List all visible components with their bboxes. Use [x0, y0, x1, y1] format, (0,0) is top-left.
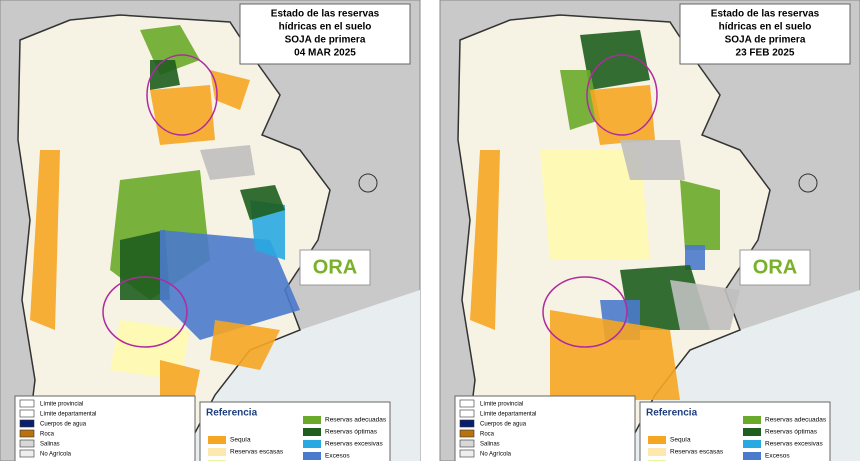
- legend-swatch: [208, 436, 226, 444]
- title-line: Estado de las reservas: [271, 9, 380, 20]
- legend-label: Roca: [40, 432, 55, 438]
- legend-swatch: [743, 416, 761, 424]
- legend-label: Cuerpos de agua: [480, 422, 527, 428]
- legend-swatch: [303, 440, 321, 448]
- legend-swatch: [20, 450, 34, 457]
- legend-swatch: [460, 400, 474, 407]
- legend-swatch: [460, 410, 474, 417]
- legend-label: Reservas escasas: [670, 449, 724, 456]
- legend-label: Límite provincial: [40, 402, 83, 408]
- title-line: hídricas en el suelo: [279, 22, 372, 33]
- legend-swatch: [20, 420, 34, 427]
- legend-label: Salinas: [480, 442, 500, 448]
- title-line: 23 FEB 2025: [736, 48, 795, 59]
- legend-label: No Agrícola: [40, 452, 72, 458]
- legend-label: Reservas adecuadas: [325, 417, 387, 424]
- legend-heading: Referencia: [206, 408, 258, 419]
- legend-heading: Referencia: [646, 408, 698, 419]
- legend-label: Límite provincial: [480, 402, 523, 408]
- legend-swatch: [20, 400, 34, 407]
- legend-label: Sequía: [670, 437, 691, 444]
- title-line: hídricas en el suelo: [719, 22, 812, 33]
- moisture-area: [200, 145, 255, 180]
- legend-label: Roca: [480, 432, 495, 438]
- legend-label: Reservas excesivas: [325, 441, 384, 448]
- legend-swatch: [303, 428, 321, 436]
- legend-swatch: [303, 452, 321, 460]
- title-line: Estado de las reservas: [711, 9, 820, 20]
- legend-swatch: [20, 430, 34, 437]
- legend-swatch: [20, 410, 34, 417]
- moisture-area: [150, 60, 180, 90]
- legend-label: No Agrícola: [480, 452, 512, 458]
- logo: ORA: [313, 256, 357, 278]
- legend-label: Reservas escasas: [230, 449, 284, 456]
- legend-label: Reservas óptimas: [325, 429, 378, 436]
- legend-swatch: [460, 450, 474, 457]
- legend-label: Límite departamental: [40, 412, 96, 418]
- map-panel: Estado de las reservas hídricas en el sue…: [0, 0, 420, 461]
- legend-swatch: [460, 420, 474, 427]
- moisture-area: [590, 85, 655, 145]
- legend-swatch: [460, 430, 474, 437]
- legend-swatch: [743, 428, 761, 436]
- legend-label: Reservas adecuadas: [765, 417, 827, 424]
- legend-label: Salinas: [40, 442, 60, 448]
- legend-label: Excesos: [765, 453, 790, 460]
- title-line: 04 MAR 2025: [294, 48, 356, 59]
- legend-swatch: [743, 440, 761, 448]
- legend-swatch: [648, 436, 666, 444]
- legend-label: Reservas óptimas: [765, 429, 818, 436]
- legend-swatch: [208, 448, 226, 456]
- moisture-area: [150, 85, 215, 145]
- map-panel: Estado de las reservas hídricas en el sue…: [440, 0, 860, 461]
- legend-swatch: [743, 452, 761, 460]
- legend-label: Sequía: [230, 437, 251, 444]
- legend-swatch: [460, 440, 474, 447]
- legend-label: Límite departamental: [480, 412, 536, 418]
- legend-label: Cuerpos de agua: [40, 422, 87, 428]
- title-line: SOJA de primera: [285, 35, 366, 46]
- title-line: SOJA de primera: [725, 35, 806, 46]
- legend-swatch: [648, 448, 666, 456]
- legend-label: Excesos: [325, 453, 350, 460]
- moisture-area: [680, 180, 720, 250]
- moisture-area: [620, 140, 685, 180]
- logo: ORA: [753, 256, 797, 278]
- legend-swatch: [20, 440, 34, 447]
- legend-swatch: [303, 416, 321, 424]
- legend-label: Reservas excesivas: [765, 441, 824, 448]
